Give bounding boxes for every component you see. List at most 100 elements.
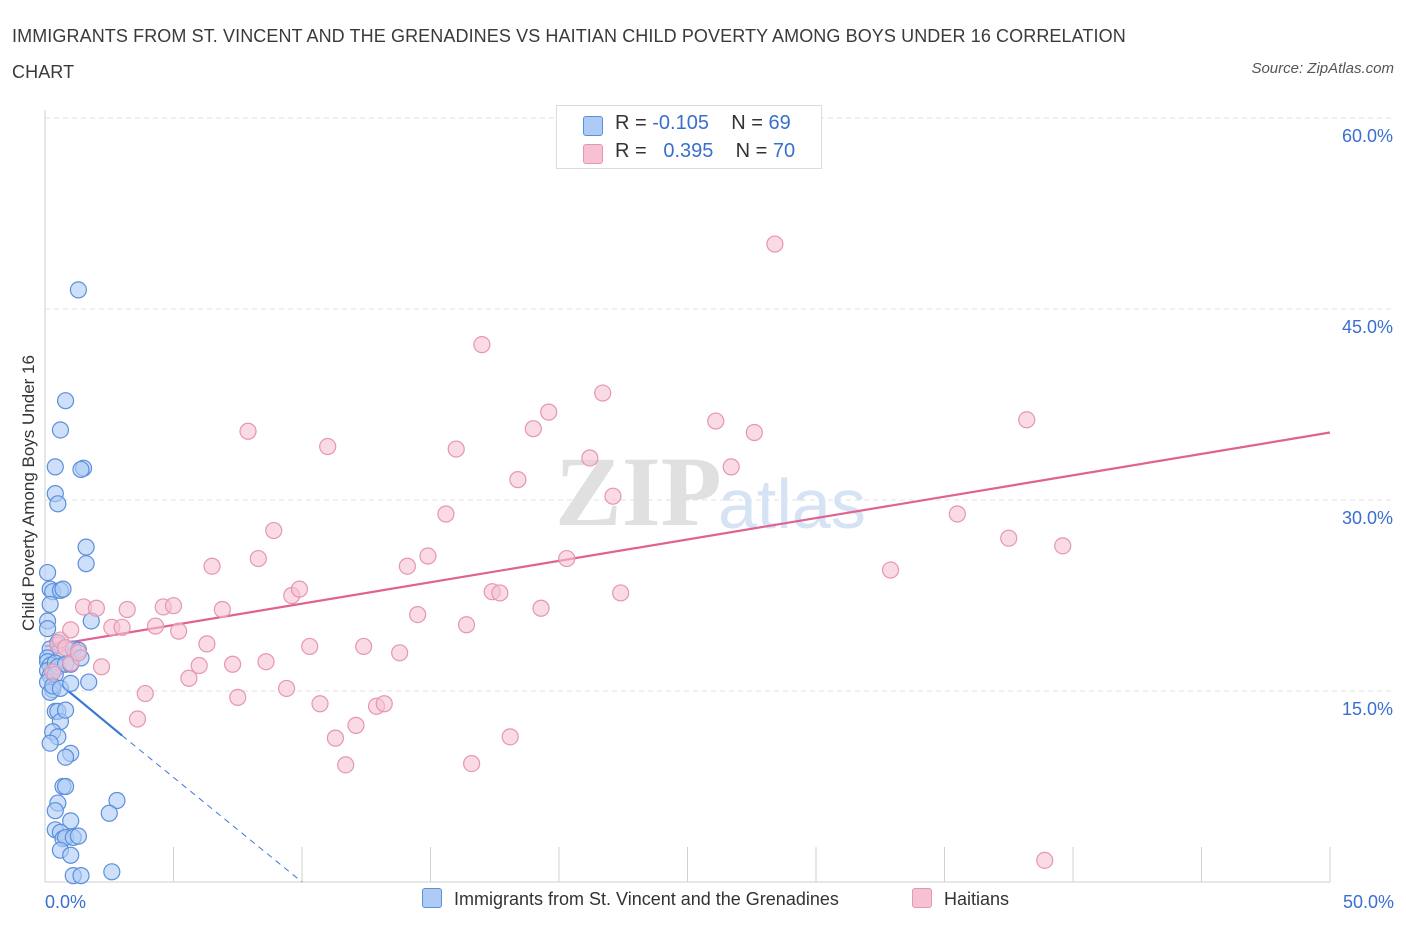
point-haitians	[92, 658, 111, 676]
axes	[44, 110, 1331, 883]
point-haitians	[113, 618, 131, 636]
point-haitians	[190, 656, 208, 675]
point-haitians	[375, 695, 393, 713]
point-haitians	[44, 663, 62, 681]
point-immigrants	[41, 595, 59, 614]
gridlines: 15.0% 30.0% 45.0% 60.0%	[45, 117, 1394, 719]
point-haitians	[707, 412, 725, 430]
trend-line-immigrants-extension	[121, 735, 303, 883]
correlation-legend: R = -0.105 N = 69 R = 0.395 N = 70	[556, 105, 822, 169]
source-label: Source: ZipAtlas.com	[1251, 60, 1394, 77]
y-tick-label: 45.0%	[1342, 317, 1393, 337]
point-haitians	[355, 637, 373, 656]
point-immigrants	[62, 846, 80, 864]
point-immigrants	[56, 777, 75, 796]
point-immigrants	[46, 802, 64, 820]
y-tick-label: 60.0%	[1342, 126, 1393, 146]
point-immigrants	[77, 538, 95, 556]
series-swatch-pink	[912, 888, 932, 908]
series-legend-immigrants: Immigrants from St. Vincent and the Gren…	[422, 888, 839, 910]
legend-blue-r: -0.105	[652, 112, 709, 134]
point-haitians	[224, 655, 242, 673]
series-swatch-blue	[422, 888, 442, 908]
point-immigrants	[103, 863, 121, 881]
point-immigrants	[72, 460, 90, 479]
point-haitians	[319, 437, 337, 456]
watermark: ZIP atlas	[555, 436, 866, 547]
point-haitians	[473, 336, 491, 354]
point-haitians	[463, 754, 481, 773]
point-haitians	[398, 557, 416, 575]
point-haitians	[128, 710, 147, 728]
point-haitians	[198, 635, 216, 653]
point-immigrants	[56, 748, 75, 766]
point-haitians	[118, 600, 136, 619]
watermark-zip: ZIP	[555, 436, 722, 547]
point-haitians	[612, 584, 630, 602]
point-haitians	[409, 605, 427, 624]
point-immigrants	[108, 791, 126, 810]
y-tick-label: 15.0%	[1342, 699, 1393, 719]
point-haitians	[766, 235, 784, 253]
point-haitians	[290, 580, 309, 598]
legend-r-label: R =	[615, 140, 647, 162]
legend-swatch-pink	[583, 144, 603, 164]
point-haitians	[337, 756, 355, 774]
point-haitians	[447, 440, 465, 458]
point-immigrants	[69, 827, 88, 845]
legend-n-label: N =	[731, 112, 763, 134]
point-haitians	[326, 729, 345, 747]
point-haitians	[722, 458, 740, 476]
point-immigrants	[38, 563, 57, 582]
point-haitians	[1000, 529, 1018, 547]
point-haitians	[164, 597, 183, 615]
point-haitians	[62, 621, 80, 639]
point-immigrants	[69, 281, 88, 299]
point-immigrants	[41, 734, 59, 752]
point-immigrants	[62, 674, 80, 692]
point-haitians	[146, 617, 165, 635]
legend-pink-n: 70	[772, 140, 796, 162]
point-haitians	[881, 561, 900, 579]
point-haitians	[745, 423, 763, 442]
data-points	[38, 235, 1072, 885]
point-haitians	[203, 557, 221, 575]
point-immigrants	[51, 421, 70, 439]
point-haitians	[213, 600, 231, 619]
point-immigrants	[38, 620, 57, 638]
point-immigrants	[77, 555, 95, 573]
point-haitians	[229, 688, 247, 706]
point-haitians	[604, 487, 622, 505]
y-tick-label: 30.0%	[1342, 508, 1393, 528]
trend-line-haitians	[44, 431, 1331, 648]
point-haitians	[419, 547, 437, 565]
point-haitians	[69, 644, 88, 662]
point-haitians	[581, 449, 599, 467]
point-haitians	[347, 716, 365, 734]
point-haitians	[524, 420, 542, 438]
point-immigrants	[56, 392, 75, 410]
series-legend-haitians: Haitians	[912, 888, 1009, 910]
point-haitians	[1018, 411, 1036, 429]
point-haitians	[594, 384, 612, 402]
x-tick-label-max: 50.0%	[1343, 892, 1394, 912]
point-haitians	[277, 679, 296, 698]
point-haitians	[501, 728, 519, 746]
point-haitians	[948, 505, 966, 523]
legend-blue-n: 69	[768, 112, 791, 134]
point-immigrants	[72, 867, 90, 885]
point-haitians	[249, 549, 267, 568]
point-haitians	[391, 644, 409, 662]
point-haitians	[1036, 851, 1054, 869]
point-haitians	[1054, 537, 1072, 555]
point-immigrants	[100, 804, 118, 822]
point-haitians	[180, 669, 198, 687]
point-haitians	[170, 622, 188, 640]
point-immigrants	[46, 458, 64, 476]
point-haitians	[558, 549, 576, 568]
point-immigrants	[56, 701, 75, 719]
y-axis-label: Child Poverty Among Boys Under 16	[19, 355, 38, 631]
point-haitians	[509, 471, 527, 489]
point-haitians	[301, 637, 319, 656]
point-haitians	[136, 684, 154, 703]
